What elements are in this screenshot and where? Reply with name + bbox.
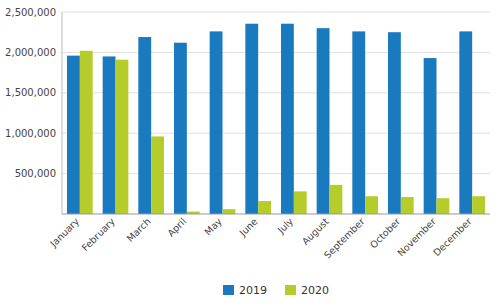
- legend-item: 2019: [223, 284, 267, 297]
- x-axis: JanuaryFebruaryMarch April May June JulyAugu…: [47, 214, 490, 261]
- x-tick-label: March: [124, 216, 152, 244]
- bar: [223, 209, 236, 214]
- bar: [138, 37, 151, 214]
- y-tick-label: 500,000: [15, 168, 56, 179]
- x-tick-label: June: [236, 216, 259, 239]
- bar: [245, 24, 258, 214]
- legend: 2019 2020: [223, 284, 329, 297]
- y-axis-line: [62, 12, 63, 214]
- x-tick-label: August: [300, 215, 331, 246]
- bar: [459, 31, 472, 214]
- x-tick-label: July: [275, 215, 296, 236]
- bar: [437, 198, 450, 214]
- bar: [67, 56, 80, 214]
- bars: [67, 24, 485, 214]
- bar: [103, 56, 116, 214]
- bar: [281, 24, 294, 214]
- x-tick-label: May: [202, 215, 224, 237]
- grid-line: [62, 52, 490, 53]
- bar: [352, 31, 365, 214]
- bar: [174, 43, 187, 214]
- legend-swatch: [223, 285, 234, 295]
- bar: [258, 201, 271, 214]
- y-tick-label: 2,000,000: [5, 47, 56, 58]
- bar: [151, 136, 164, 214]
- bar: [330, 185, 343, 214]
- legend-swatch: [285, 285, 296, 295]
- bar: [317, 28, 330, 214]
- chart: 500,000 1,000,000 1,500,000 2,000,000 2,500,…: [0, 0, 500, 308]
- legend-label: 2019: [239, 284, 267, 297]
- x-tick-label: December: [431, 216, 474, 259]
- bar: [210, 31, 223, 214]
- x-tick-label: September: [322, 216, 367, 261]
- grid-line: [62, 12, 490, 13]
- x-tick-label: January: [47, 215, 81, 249]
- bar: [424, 58, 437, 214]
- legend-item: 2020: [285, 284, 329, 297]
- bar: [80, 51, 93, 214]
- x-axis-line: [62, 214, 490, 215]
- y-tick-label: 2,500,000: [5, 7, 56, 18]
- x-tick-label: October: [368, 216, 403, 251]
- bar: [388, 32, 401, 214]
- y-axis: 500,000 1,000,000 1,500,000 2,000,000 2,500,…: [5, 7, 62, 215]
- legend-label: 2020: [301, 284, 329, 297]
- x-tick-label: February: [79, 215, 117, 253]
- y-tick-label: 1,000,000: [5, 128, 56, 139]
- bar: [401, 197, 414, 214]
- x-tick-label: April: [165, 216, 188, 239]
- bar: [116, 60, 129, 214]
- y-tick-label: 1,500,000: [5, 87, 56, 98]
- bar: [472, 196, 485, 214]
- bar: [365, 196, 378, 214]
- bar: [294, 191, 307, 214]
